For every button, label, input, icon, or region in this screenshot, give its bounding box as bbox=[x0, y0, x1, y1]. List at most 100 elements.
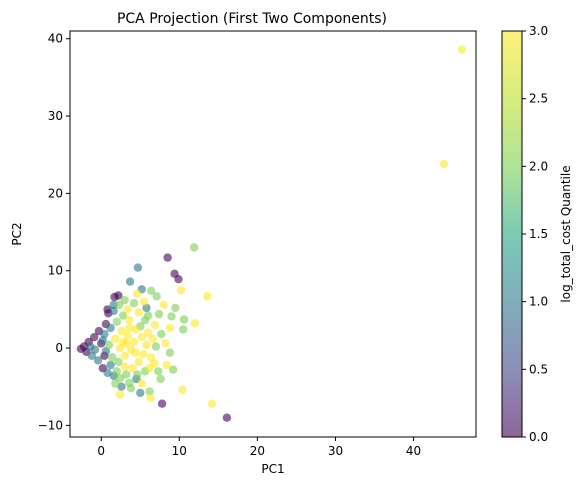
colorbar-tick-label: 2.0 bbox=[529, 159, 548, 173]
scatter-point bbox=[222, 413, 232, 422]
scatter-point bbox=[147, 353, 156, 362]
scatter-point bbox=[207, 399, 217, 408]
scatter-point bbox=[101, 347, 111, 356]
colorbar-tick-label: 1.5 bbox=[529, 227, 548, 241]
scatter-point bbox=[114, 357, 123, 367]
scatter-point bbox=[120, 295, 129, 305]
scatter-point bbox=[148, 334, 157, 343]
scatter-point bbox=[112, 317, 122, 326]
y-tick-label: 40 bbox=[48, 32, 63, 46]
scatter-point bbox=[129, 299, 139, 308]
scatter-point bbox=[457, 45, 467, 54]
scatter-point bbox=[115, 374, 125, 383]
scatter-point bbox=[93, 356, 103, 365]
y-tick-label: 0 bbox=[55, 341, 63, 355]
scatter-point bbox=[112, 367, 122, 376]
scatter-point bbox=[117, 382, 126, 391]
scatter-point bbox=[161, 339, 170, 348]
scatter-point bbox=[167, 312, 176, 321]
scatter-point bbox=[157, 399, 167, 408]
colorbar-tick-label: 1.0 bbox=[529, 295, 548, 309]
scatter-point bbox=[111, 379, 120, 388]
scatter-point bbox=[439, 159, 449, 169]
y-tick-label: 10 bbox=[48, 264, 63, 278]
scatter-point bbox=[189, 243, 199, 252]
scatter-point bbox=[156, 374, 165, 384]
scatter-point bbox=[152, 292, 161, 301]
scatter-point bbox=[117, 326, 126, 336]
scatter-point bbox=[165, 348, 175, 357]
x-tick-label: 20 bbox=[250, 444, 265, 458]
scatter-point bbox=[137, 333, 146, 342]
scatter-point bbox=[136, 388, 145, 398]
scatter-point bbox=[140, 316, 150, 325]
y-tick-label: −10 bbox=[38, 418, 63, 432]
scatter-point bbox=[131, 348, 140, 357]
y-tick-label: 30 bbox=[48, 109, 63, 123]
scatter-point bbox=[165, 323, 175, 333]
colorbar-tick-label: 0.0 bbox=[529, 430, 548, 444]
scatter-point bbox=[145, 364, 154, 373]
scatter-point bbox=[143, 328, 153, 337]
plot-frame bbox=[69, 30, 477, 438]
scatter-point bbox=[134, 357, 143, 367]
x-tick-label: 0 bbox=[97, 444, 105, 458]
scatter-point bbox=[150, 320, 160, 330]
x-tick-label: 10 bbox=[172, 444, 187, 458]
colorbar-gradient bbox=[502, 31, 522, 437]
scatter-point bbox=[87, 351, 97, 360]
scatter-point bbox=[139, 350, 148, 359]
scatter-point bbox=[162, 360, 171, 370]
scatter-point bbox=[106, 360, 115, 370]
scatter-point bbox=[118, 337, 128, 347]
scatter-point bbox=[125, 316, 134, 325]
scatter-point bbox=[111, 334, 120, 343]
scatter-point bbox=[154, 367, 163, 376]
scatter-point bbox=[140, 297, 149, 306]
y-axis-label: PC2 bbox=[10, 222, 24, 245]
scatter-point bbox=[151, 342, 161, 351]
scatter-point bbox=[174, 275, 183, 284]
scatter-point bbox=[203, 292, 212, 301]
scatter-point bbox=[115, 300, 124, 309]
scatter-point bbox=[123, 305, 132, 314]
scatter-point bbox=[122, 370, 131, 379]
y-axis-ticks: −10 0 10 20 30 40 bbox=[38, 32, 70, 432]
scatter-point bbox=[86, 342, 95, 351]
scatter-point bbox=[163, 253, 172, 262]
colorbar-label: log_total_cost Quantile bbox=[559, 165, 573, 302]
scatter-point bbox=[118, 311, 128, 320]
scatter-point bbox=[109, 306, 118, 316]
scatter-point bbox=[125, 277, 135, 286]
chart-title: PCA Projection (First Two Components) bbox=[117, 11, 387, 27]
scatter-point bbox=[132, 289, 142, 299]
scatter-point bbox=[146, 393, 155, 402]
x-axis-label: PC1 bbox=[261, 462, 284, 476]
scatter-point bbox=[104, 340, 114, 350]
scatter-point bbox=[106, 323, 115, 333]
scatter-point bbox=[190, 319, 200, 328]
colorbar-ticks: 0.0 0.5 1.0 1.5 2.0 2.5 3.0 bbox=[522, 24, 548, 444]
scatter-point bbox=[115, 390, 125, 399]
scatter-point bbox=[178, 385, 187, 394]
colorbar-tick-label: 2.5 bbox=[529, 92, 548, 106]
scatter-point bbox=[154, 309, 164, 319]
scatter-point bbox=[137, 379, 146, 388]
scatter-point bbox=[120, 351, 129, 360]
y-tick-label: 20 bbox=[48, 186, 63, 200]
scatter-point bbox=[98, 336, 108, 345]
scatter-point bbox=[129, 337, 139, 347]
scatter-point bbox=[103, 368, 112, 377]
scatter-point bbox=[108, 353, 117, 362]
x-tick-label: 30 bbox=[328, 444, 343, 458]
scatter-point bbox=[171, 303, 180, 313]
scatter-points bbox=[76, 45, 467, 422]
scatter-point bbox=[142, 340, 151, 350]
x-axis-ticks: 0 10 20 30 40 bbox=[97, 437, 421, 458]
scatter-point bbox=[120, 362, 129, 371]
scatter-point bbox=[131, 325, 140, 334]
colorbar: 0.0 0.5 1.0 1.5 2.0 2.5 3.0 log_total_cost Qua… bbox=[501, 24, 573, 444]
scatter-point bbox=[115, 343, 125, 353]
scatter-point bbox=[147, 286, 156, 295]
